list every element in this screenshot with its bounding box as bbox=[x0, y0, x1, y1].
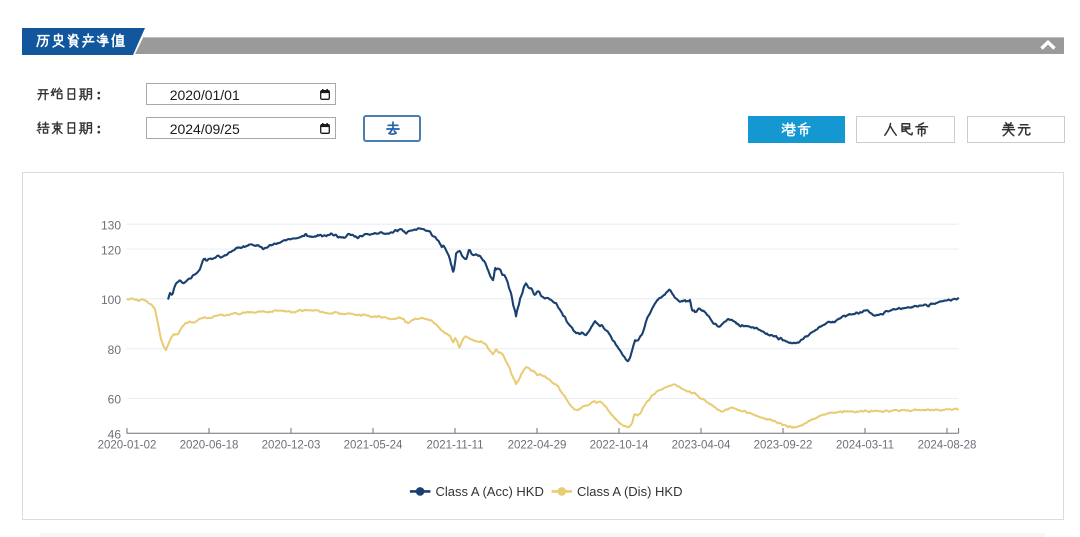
svg-text:2023-09-22: 2023-09-22 bbox=[754, 440, 813, 452]
svg-text:100: 100 bbox=[101, 293, 121, 307]
svg-text:2022-10-14: 2022-10-14 bbox=[590, 440, 649, 452]
svg-text:2020-01-02: 2020-01-02 bbox=[98, 440, 157, 452]
svg-text:2021-05-24: 2021-05-24 bbox=[344, 440, 403, 452]
svg-text:Class A (Dis) HKD: Class A (Dis) HKD bbox=[577, 484, 682, 499]
svg-text:120: 120 bbox=[101, 243, 121, 257]
svg-text:60: 60 bbox=[108, 393, 122, 407]
svg-text:46: 46 bbox=[108, 428, 122, 442]
svg-text:80: 80 bbox=[108, 343, 122, 357]
svg-text:2022-04-29: 2022-04-29 bbox=[508, 440, 567, 452]
svg-text:2021-11-11: 2021-11-11 bbox=[426, 440, 483, 452]
svg-text:130: 130 bbox=[101, 219, 121, 233]
svg-text:2024-08-28: 2024-08-28 bbox=[918, 440, 977, 452]
svg-text:2023-04-04: 2023-04-04 bbox=[672, 440, 731, 452]
svg-text:2020-12-03: 2020-12-03 bbox=[262, 440, 321, 452]
svg-text:2020-06-18: 2020-06-18 bbox=[180, 440, 239, 452]
svg-text:2024-03-11: 2024-03-11 bbox=[836, 440, 894, 452]
svg-text:Class A (Acc) HKD: Class A (Acc) HKD bbox=[436, 484, 544, 499]
